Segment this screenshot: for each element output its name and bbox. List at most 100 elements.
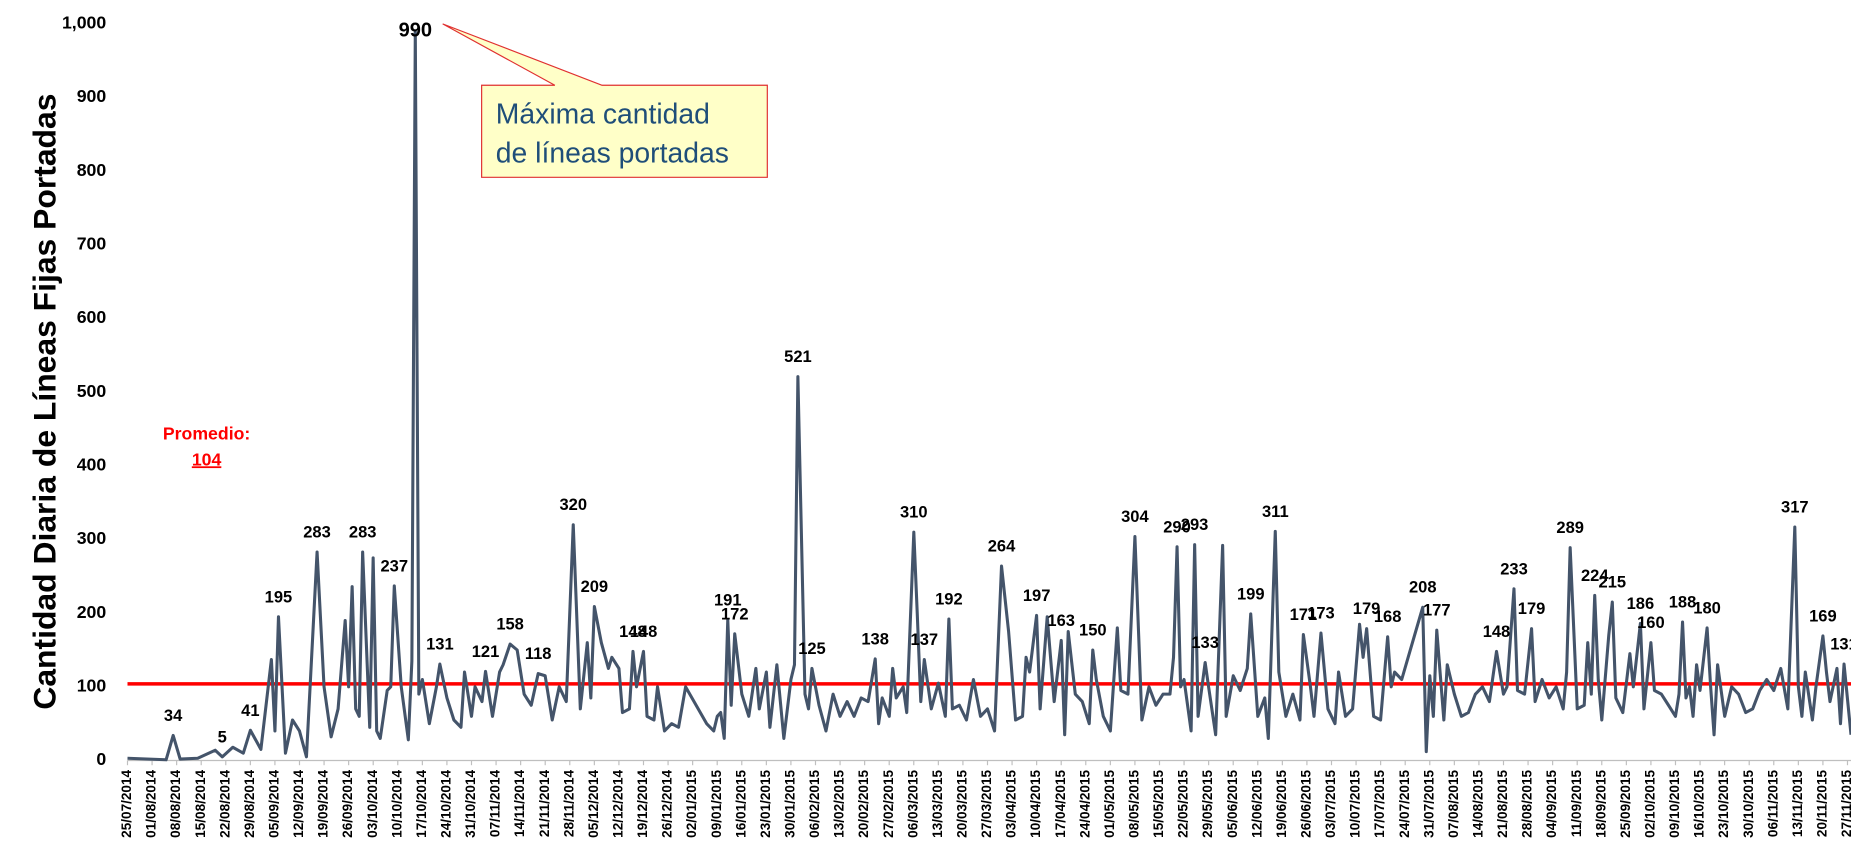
data-label: 197 [1023,586,1051,605]
data-label: 195 [265,587,293,606]
y-axis-title: Cantidad Diaria de Líneas Fijas Portadas [27,94,63,710]
y-tick-label: 1,000 [62,13,106,33]
x-tick-label: 25/07/2014 [119,769,134,837]
data-label: 290 [1163,517,1191,536]
x-tick-label: 31/10/2014 [463,769,478,837]
data-label: 148 [1483,622,1511,641]
x-tick-label: 08/08/2014 [168,769,183,837]
x-tick-label: 26/09/2014 [340,769,355,837]
data-label: 171 [1290,605,1318,624]
x-tick-label: 07/08/2015 [1446,769,1461,837]
data-label: 168 [1374,607,1402,626]
y-tick-label: 0 [96,749,106,769]
x-tick-label: 20/03/2015 [954,769,969,837]
x-tick-label: 06/02/2015 [807,769,822,837]
x-tick-label: 19/12/2014 [635,769,650,837]
x-tick-label: 16/10/2015 [1692,769,1707,837]
x-tick-label: 02/01/2015 [684,769,699,837]
y-tick-label: 500 [77,381,107,401]
y-tick-label: 300 [77,528,107,548]
x-tick-label: 05/09/2014 [266,769,281,837]
data-label: 224 [1581,566,1609,585]
x-tick-label: 26/12/2014 [660,769,675,837]
data-label: 158 [496,615,524,634]
x-tick-label: 06/11/2015 [1765,769,1780,837]
x-tick-label: 03/04/2015 [1004,769,1019,837]
x-tick-label: 25/09/2015 [1618,769,1633,837]
x-tick-label: 28/08/2015 [1520,769,1535,837]
data-label: 179 [1518,599,1546,618]
x-tick-label: 06/03/2015 [905,769,920,837]
data-label: 311 [1262,502,1289,521]
x-tick-label: 15/08/2014 [193,769,208,837]
x-tick-label: 24/04/2015 [1077,769,1092,837]
data-label: 34 [164,706,183,725]
callout-box [442,23,768,178]
x-tick-label: 21/08/2015 [1495,769,1510,837]
data-label: 163 [1047,611,1075,630]
data-label: 131 [426,634,454,653]
x-tick-label: 20/11/2015 [1814,769,1829,837]
data-label: 180 [1693,598,1721,617]
x-tick-label: 03/10/2014 [365,769,380,837]
data-label: 188 [1669,592,1697,611]
x-tick-label: 12/09/2014 [291,769,306,837]
x-tick-label: 01/05/2015 [1102,769,1117,837]
x-tick-label: 02/10/2015 [1642,769,1657,837]
x-tick-label: 28/11/2014 [561,769,576,837]
data-label: 191 [714,590,742,609]
x-tick-label: 15/05/2015 [1151,769,1166,837]
x-tick-label: 30/01/2015 [782,769,797,837]
data-line [127,29,1851,762]
y-tick-label: 900 [77,86,107,106]
x-tick-label: 29/05/2015 [1200,769,1215,837]
data-label: 133 [1191,633,1219,652]
x-tick-label: 23/01/2015 [758,769,773,837]
y-tick-label: 100 [77,675,107,695]
x-tick-label: 23/10/2015 [1716,769,1731,837]
y-tick-label: 700 [77,234,107,254]
data-label: 137 [911,630,939,649]
data-label: 131 [1830,634,1851,653]
x-tick-label: 10/04/2015 [1028,769,1043,837]
x-tick-label: 24/10/2014 [438,769,453,837]
data-label: 179 [1353,599,1381,618]
data-label: 209 [581,577,609,596]
data-label: 125 [798,639,826,658]
x-tick-label: 13/02/2015 [832,769,847,837]
data-label: 148 [619,622,647,641]
average-value: 104 [192,449,222,469]
data-label: 293 [1181,515,1209,534]
data-label: 169 [1809,606,1837,625]
x-tick-label: 10/07/2015 [1348,769,1363,837]
data-label: 304 [1121,507,1149,526]
data-label: 150 [1079,620,1107,639]
data-label: 237 [380,556,408,575]
x-tick-label: 09/10/2015 [1667,769,1682,837]
x-tick-label: 26/06/2015 [1298,769,1313,837]
callout-text: Máxima cantidad [496,98,710,130]
data-label: 289 [1556,518,1584,537]
x-tick-label: 05/12/2014 [586,769,601,837]
x-tick-label: 18/09/2015 [1593,769,1608,837]
data-label: 160 [1637,613,1665,632]
x-tick-label: 19/06/2015 [1274,769,1289,837]
x-tick-label: 01/08/2014 [144,769,159,837]
y-tick-label: 600 [77,307,107,327]
data-label: 41 [241,701,259,720]
x-tick-label: 27/03/2015 [979,769,994,837]
x-tick-label: 17/07/2015 [1372,769,1387,837]
x-tick-label: 22/05/2015 [1176,769,1191,837]
data-label: 138 [861,629,889,648]
data-label: 5 [218,727,227,746]
x-tick-label: 22/08/2014 [217,769,232,837]
x-tick-label: 30/10/2015 [1741,769,1756,837]
y-tick-label: 200 [77,602,107,622]
x-tick-label: 29/08/2014 [242,769,257,837]
callout-text: de líneas portadas [496,137,729,169]
data-label: 118 [525,644,552,663]
data-label: 208 [1409,578,1437,597]
y-tick-label: 800 [77,160,107,180]
x-tick-label: 31/07/2015 [1421,769,1436,837]
